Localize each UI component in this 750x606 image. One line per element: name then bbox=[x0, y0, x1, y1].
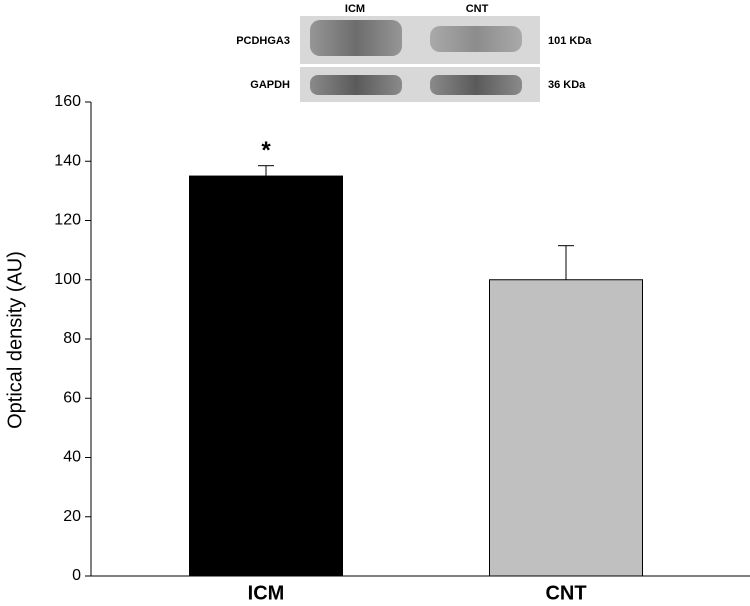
y-tick-label: 140 bbox=[54, 152, 81, 169]
bar bbox=[489, 279, 643, 577]
blot-row-label: GAPDH bbox=[250, 79, 290, 91]
y-tick-label: 60 bbox=[63, 389, 81, 406]
y-axis-title: Optical density (AU) bbox=[4, 251, 26, 429]
blot-band bbox=[430, 26, 522, 52]
lane-label: CNT bbox=[466, 3, 489, 15]
blot-size-label: 101 KDa bbox=[548, 35, 592, 47]
x-tick-label: ICM bbox=[248, 582, 285, 604]
x-tick-label: CNT bbox=[545, 582, 586, 604]
blot-band bbox=[310, 20, 402, 56]
y-tick-label: 40 bbox=[63, 449, 81, 466]
y-tick-label: 120 bbox=[54, 212, 81, 229]
bar bbox=[189, 175, 343, 577]
blot-row-label: PCDHGA3 bbox=[236, 35, 290, 47]
blot-band bbox=[430, 75, 522, 95]
lane-label: ICM bbox=[345, 3, 365, 15]
y-tick-label: 20 bbox=[63, 508, 81, 525]
significance-marker: * bbox=[261, 137, 271, 164]
y-tick-label: 160 bbox=[54, 93, 81, 110]
y-tick-label: 80 bbox=[63, 330, 81, 347]
blot-band bbox=[310, 75, 402, 95]
y-tick-label: 0 bbox=[72, 567, 81, 584]
blot-size-label: 36 KDa bbox=[548, 79, 586, 91]
y-tick-label: 100 bbox=[54, 271, 81, 288]
